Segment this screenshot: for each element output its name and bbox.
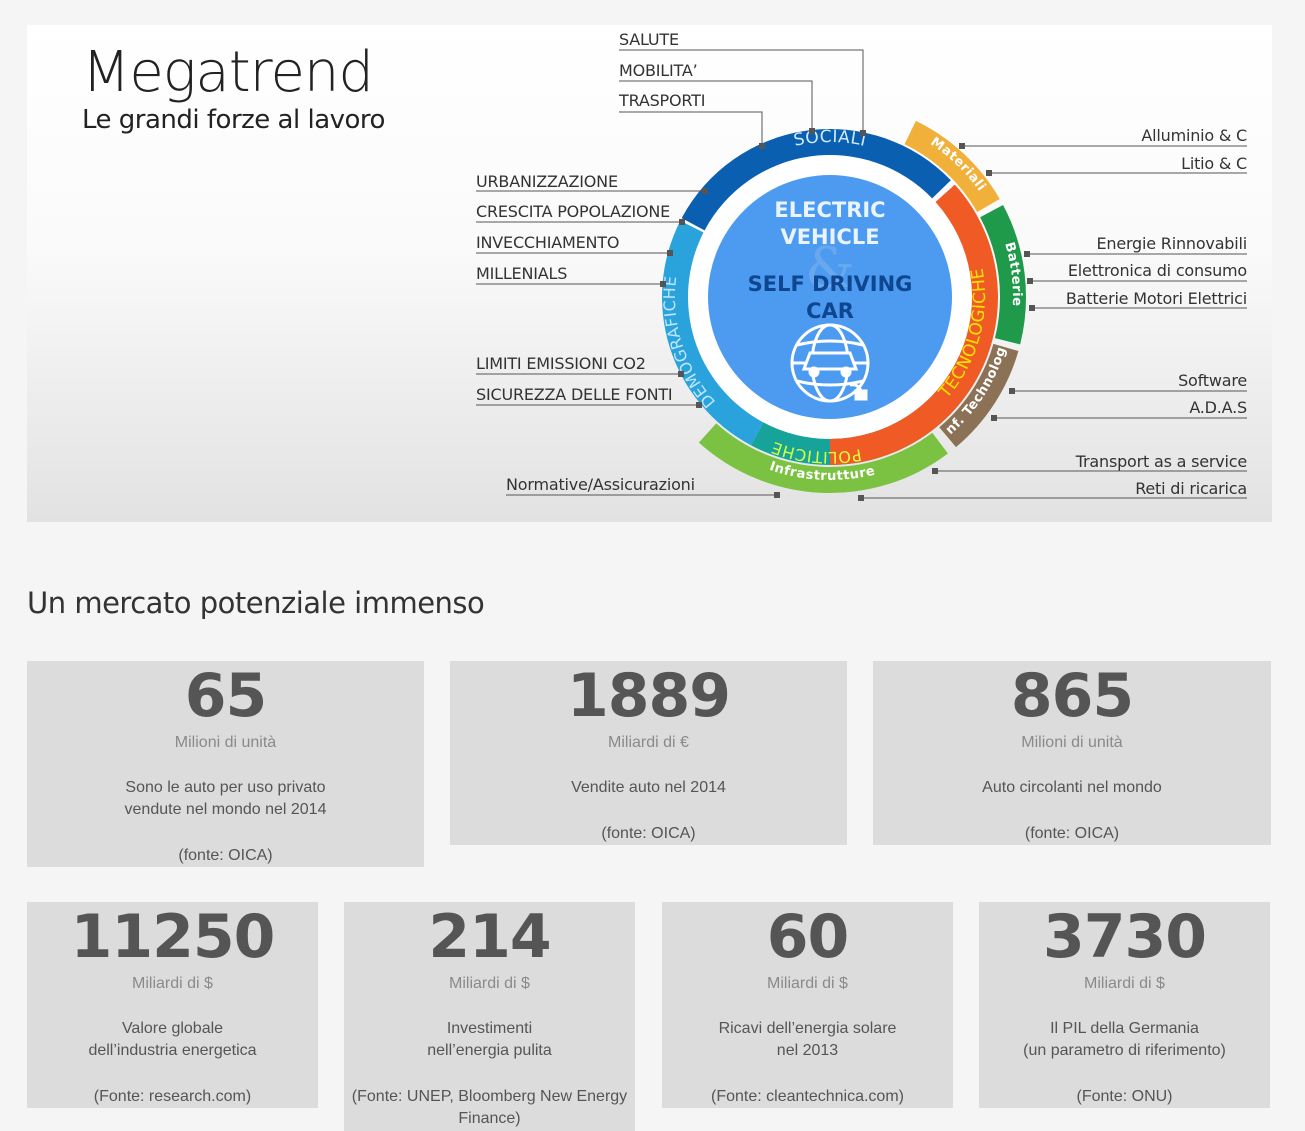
stat-card: 3730 Miliardi di $ Il PIL della Germania… [979, 902, 1270, 1108]
connector-elettronica-dot [1027, 278, 1033, 284]
stat-card: 65 Milioni di unità Sono le auto per uso… [27, 661, 424, 867]
stat-source: (Fonte: research.com) [93, 1088, 252, 1105]
hero-subtitle: Le grandi forze al lavoro [82, 105, 385, 135]
label-elettronica: Elettronica di consumo [1067, 261, 1247, 280]
stat-unit: Miliardi di $ [449, 975, 530, 992]
stat-unit: Milioni di unità [174, 734, 277, 751]
center-text-self-driving: SELF DRIVING [748, 272, 913, 296]
label-sicurezza-fonti: SICUREZZA DELLE FONTI [476, 385, 673, 404]
connector-energie-dot [1024, 251, 1030, 257]
stat-number: 865 [1010, 661, 1134, 731]
segment-demografiche [662, 220, 764, 446]
label-transport-service: Transport as a service [1075, 452, 1247, 471]
label-adas: A.D.A.S [1189, 398, 1247, 417]
label-urbanizzazione: URBANIZZAZIONE [476, 172, 618, 191]
stat-number: 214 [428, 902, 551, 972]
stat-number: 60 [766, 902, 850, 972]
stat-number: 65 [184, 661, 268, 731]
segment-materiali [904, 120, 1000, 212]
label-trasporti: TRASPORTI [619, 91, 706, 110]
label-alluminio: Alluminio & C [1141, 126, 1247, 145]
connector-reti-dot [858, 495, 864, 501]
globe-car-plug-icon [790, 323, 870, 403]
stat-card: 214 Miliardi di $ Investimenti nell’ener… [344, 902, 635, 1131]
segment-politiche [751, 422, 830, 465]
connector-trasporti [619, 111, 763, 146]
hero-title: Megatrend [82, 40, 374, 105]
connector-millenials-dot [660, 281, 666, 287]
segment-batterie [980, 204, 1027, 345]
megatrend-wheel: SOCIALIDEMOGRAFICHEPOLITICHETECNOLOGICHE… [27, 25, 1247, 501]
stat-unit: Miliardi di $ [1084, 975, 1165, 992]
stat-number: 3730 [1043, 902, 1207, 972]
stat-number: 11250 [70, 902, 276, 972]
connector-transport-dot [932, 468, 938, 474]
center-ampersand: & [805, 236, 855, 301]
label-crescita-popolazione: CRESCITA POPOLAZIONE [476, 202, 671, 221]
stat-unit: Miliardi di $ [132, 975, 213, 992]
center-text-electric: ELECTRIC [774, 198, 885, 222]
stat-description: Ricavi dell’energia solare nel 2013 [718, 1020, 897, 1059]
megatrend-infographic: Megatrend Le grandi forze al lavoro SOCI… [27, 25, 1272, 522]
stat-card: 1889 Miliardi di € Vendite auto nel 2014… [450, 661, 847, 845]
stat-unit: Miliardi di $ [767, 975, 848, 992]
section-title: Un mercato potenziale immenso [27, 586, 485, 620]
connector-litio-dot [986, 170, 992, 176]
segment-tecnologiche [830, 184, 998, 465]
stat-description: Valore globale dell’industria energetica [88, 1020, 257, 1059]
stat-card: 11250 Miliardi di $ Valore globale dell’… [27, 902, 318, 1108]
label-software: Software [1178, 371, 1247, 390]
connector-sicurezza-dot [696, 402, 702, 408]
stat-description: Auto circolanti nel mondo [982, 779, 1162, 796]
stat-source: (fonte: OICA) [1024, 825, 1120, 842]
stat-description: Vendite auto nel 2014 [571, 779, 726, 796]
label-normative: Normative/Assicurazioni [506, 475, 695, 494]
label-batterie-motori: Batterie Motori Elettrici [1065, 289, 1247, 308]
stat-description: Sono le auto per uso privato vendute nel… [124, 779, 327, 818]
connector-salute-dot [860, 130, 866, 136]
stat-source: (Fonte: ONU) [1076, 1088, 1173, 1105]
stat-unit: Miliardi di € [608, 734, 689, 751]
label-millenials: MILLENIALS [476, 264, 568, 283]
stat-unit: Milioni di unità [1021, 734, 1123, 751]
segment-infrastrutture [698, 423, 948, 493]
segment-inf-technology [939, 343, 1019, 448]
connector-alluminio-dot [959, 143, 965, 149]
stat-source: (Fonte: UNEP, Bloomberg New Energy Finan… [351, 1088, 628, 1127]
connector-urbanizzazione-dot [702, 188, 708, 194]
connector-limiti-dot [678, 371, 684, 377]
label-invecchiamento: INVECCHIAMENTO [476, 233, 620, 252]
stat-source: (fonte: OICA) [601, 825, 696, 842]
center-text-car: CAR [806, 299, 854, 323]
stat-card: 60 Miliardi di $ Ricavi dell’energia sol… [662, 902, 953, 1108]
connector-mobilita-dot [809, 128, 815, 134]
label-litio: Litio & C [1181, 154, 1247, 173]
label-energie-rinnovabili: Energie Rinnovabili [1096, 234, 1247, 253]
stat-card: 865 Milioni di unità Auto circolanti nel… [873, 661, 1271, 845]
stat-description: Investimenti nell’energia pulita [427, 1020, 552, 1059]
connector-crescita-dot [679, 219, 685, 225]
stat-number: 1889 [567, 661, 731, 731]
label-mobilita: MOBILITA’ [619, 61, 698, 80]
label-reti-ricarica: Reti di ricarica [1135, 479, 1247, 498]
connector-batterie-motori-dot [1029, 305, 1035, 311]
center-circle [708, 175, 952, 419]
label-limiti-emissioni: LIMITI EMISSIONI CO2 [476, 354, 646, 373]
stat-source: (Fonte: cleantechnica.com) [711, 1088, 904, 1105]
connector-salute [619, 49, 864, 133]
center-text-vehicle: VEHICLE [780, 225, 879, 249]
segment-sociali [681, 129, 951, 231]
connector-software-dot [1009, 388, 1015, 394]
connector-trasporti-dot [759, 143, 765, 149]
stat-description: Il PIL della Germania (un parametro di r… [1023, 1020, 1226, 1059]
label-salute: SALUTE [619, 30, 679, 49]
connector-mobilita [619, 80, 813, 131]
connector-adas-dot [991, 415, 997, 421]
connector-invecchiamento-dot [667, 250, 673, 256]
connector-normative-dot [774, 492, 780, 498]
stat-source: (fonte: OICA) [178, 847, 273, 864]
